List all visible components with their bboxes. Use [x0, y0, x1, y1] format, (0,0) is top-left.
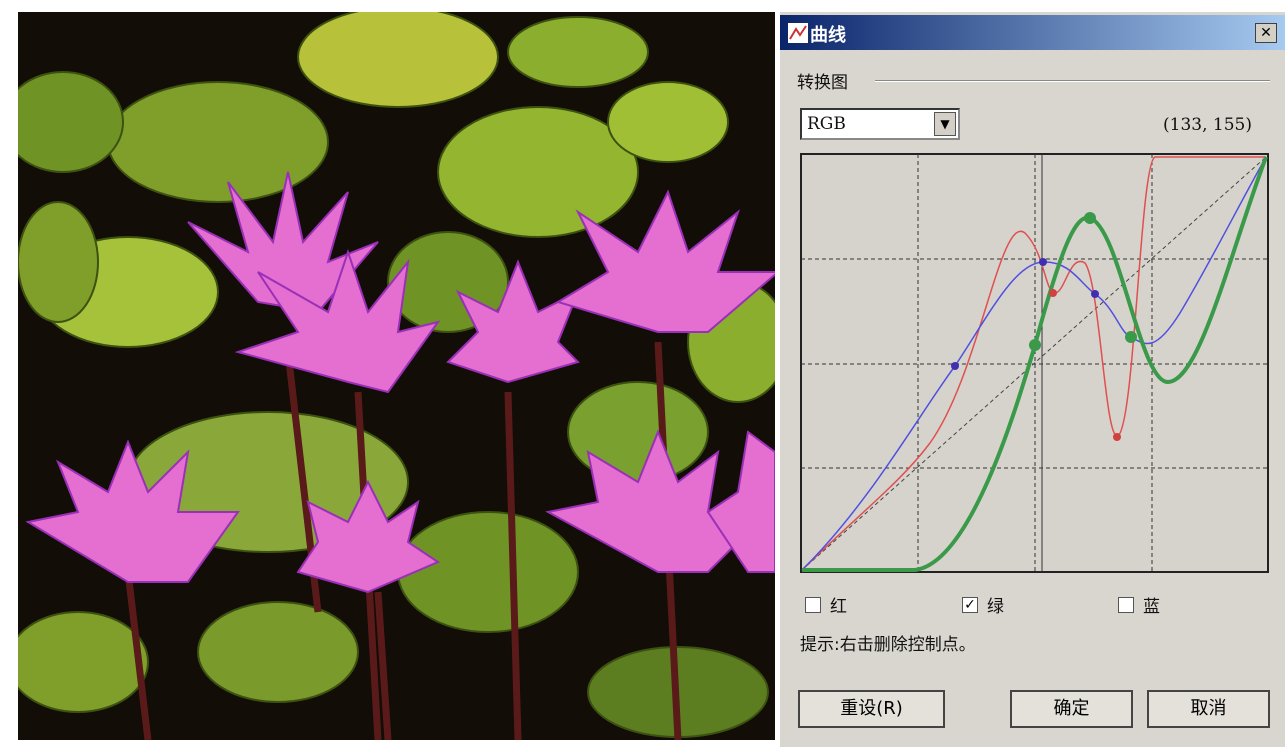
- checkbox-label: 红: [830, 592, 847, 617]
- page: 曲线 ✕ 转换图 RGB ▼ (133, 155) 提示:右击删除控制点。 重设…: [0, 0, 1285, 747]
- photo: [18, 12, 775, 740]
- group-label: 转换图: [797, 68, 848, 93]
- coordinates: (133, 155): [1163, 115, 1252, 135]
- checkbox-label: 蓝: [1143, 592, 1160, 617]
- channel-dropdown[interactable]: RGB ▼: [800, 108, 960, 140]
- ok-button[interactable]: 确定: [1010, 690, 1133, 728]
- checkbox[interactable]: ✓: [962, 597, 978, 613]
- title-bar: 曲线 ✕: [780, 15, 1285, 50]
- dropdown-value: RGB: [807, 114, 846, 134]
- curves-dialog: 曲线 ✕ 转换图 RGB ▼ (133, 155) 提示:右击删除控制点。 重设…: [780, 12, 1285, 747]
- dropdown-arrow[interactable]: ▼: [934, 112, 956, 136]
- checkbox[interactable]: [1118, 597, 1134, 613]
- checkbox[interactable]: [805, 597, 821, 613]
- checkbox-label: 绿: [987, 592, 1004, 617]
- curve-graph[interactable]: [800, 153, 1270, 574]
- dialog-title: 曲线: [810, 21, 846, 47]
- separator: [875, 80, 1270, 82]
- close-button[interactable]: ✕: [1255, 23, 1277, 43]
- cancel-button[interactable]: 取消: [1147, 690, 1270, 728]
- hint-text: 提示:右击删除控制点。: [800, 630, 976, 655]
- reset-button[interactable]: 重设(R): [798, 690, 945, 728]
- title-icon: [788, 23, 808, 43]
